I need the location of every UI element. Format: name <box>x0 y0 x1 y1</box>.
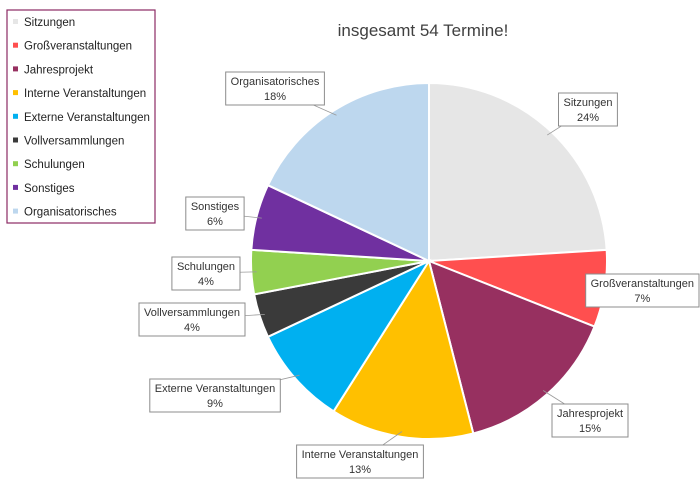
legend-entry-schulungen: Schulungen <box>24 159 85 171</box>
legend-swatch-interne-veranstaltungen <box>13 90 18 96</box>
callout-box-grossveranstaltungen <box>585 273 700 308</box>
pie-slice-externe-veranstaltungen <box>266 258 432 413</box>
legend-swatch-sitzungen <box>13 19 18 24</box>
data-label-sitzungen: 24% <box>577 112 599 124</box>
callout-grossveranstaltungen: Großveranstaltungen 7% <box>585 273 700 308</box>
legend-entry-organisatorisches: Organisatorisches <box>24 207 117 219</box>
callout-box-externe-veranstaltungen <box>149 378 281 413</box>
pie-slice-sitzungen <box>428 81 608 263</box>
callout-interne-veranstaltungen: Interne Veranstaltungen 13% <box>296 431 424 479</box>
callout-category-vollversammlungen: Vollversammlungen <box>144 307 240 319</box>
legend-entry-vollversammlungen: Vollversammlungen <box>24 136 124 148</box>
callout-category-grossveranstaltungen: Großveranstaltungen <box>591 278 694 290</box>
callout-externe-veranstaltungen: Externe Veranstaltungen 9% <box>149 374 300 413</box>
callout-category-sonstiges: Sonstiges <box>191 201 240 213</box>
legend-entry-interne-veranstaltungen: Interne Veranstaltungen <box>24 88 146 100</box>
pie-slice-organisatorisches <box>266 81 430 263</box>
legend: Sitzungen Großveranstaltungen Jahresprojek… <box>6 9 156 224</box>
pie-slice-jahresprojekt <box>427 259 596 435</box>
legend-swatch-vollversammlungen <box>13 137 18 143</box>
chart-title: insgesamt 54 Termine! <box>338 21 509 40</box>
legend-entry-externe-veranstaltungen: Externe Veranstaltungen <box>24 112 150 124</box>
callout-category-schulungen: Schulungen <box>177 261 235 273</box>
callout-box-jahresprojekt <box>551 403 629 438</box>
legend-swatch-sonstiges <box>13 184 18 190</box>
pie-slices <box>250 81 608 440</box>
data-label-schulungen: 4% <box>198 276 214 288</box>
callout-category-jahresprojekt: Jahresprojekt <box>557 408 623 420</box>
legend-swatch-schulungen <box>13 161 18 167</box>
callout-category-organisatorisches: Organisatorisches <box>231 76 320 88</box>
callout-jahresprojekt: Jahresprojekt 15% <box>542 390 629 438</box>
callout-box-interne-veranstaltungen <box>296 444 424 479</box>
pie-slice-interne-veranstaltungen <box>332 258 475 440</box>
callout-box-sitzungen <box>558 92 618 127</box>
legend-frame <box>6 9 156 224</box>
callout-vollversammlungen: Vollversammlungen 4% <box>138 302 265 337</box>
callout-category-sitzungen: Sitzungen <box>564 97 613 109</box>
callout-category-externe-veranstaltungen: Externe Veranstaltungen <box>155 383 275 395</box>
data-label-jahresprojekt: 15% <box>579 423 601 435</box>
callout-organisatorisches: Organisatorisches 18% <box>225 71 337 116</box>
legend-entry-jahresprojekt: Jahresprojekt <box>24 64 94 76</box>
callout-schulungen: Schulungen 4% <box>171 256 257 291</box>
callout-box-organisatorisches <box>225 71 325 106</box>
callout-box-sonstiges <box>185 196 245 231</box>
callout-box-schulungen <box>171 256 241 291</box>
data-label-interne-veranstaltungen: 13% <box>349 464 371 476</box>
legend-swatch-organisatorisches <box>13 208 18 214</box>
legend-entry-sonstiges: Sonstiges <box>24 183 75 195</box>
legend-entry-sitzungen: Sitzungen <box>24 17 75 29</box>
callout-category-interne-veranstaltungen: Interne Veranstaltungen <box>302 449 419 461</box>
callout-box-vollversammlungen <box>138 302 246 337</box>
legend-swatch-jahresprojekt <box>13 66 18 72</box>
data-label-organisatorisches: 18% <box>264 91 286 103</box>
data-label-externe-veranstaltungen: 9% <box>207 398 223 410</box>
data-label-vollversammlungen: 4% <box>184 322 200 334</box>
legend-swatch-externe-veranstaltungen <box>13 113 18 119</box>
callout-sitzungen: Sitzungen 24% <box>546 92 618 136</box>
legend-swatch-grossveranstaltungen <box>13 42 18 48</box>
callout-sonstiges: Sonstiges 6% <box>185 196 262 231</box>
data-label-sonstiges: 6% <box>207 216 223 228</box>
data-callouts: Sitzungen 24% Großveranstaltungen 7% Jahresp… <box>138 71 700 479</box>
data-label-grossveranstaltungen: 7% <box>634 293 650 305</box>
legend-entry-grossveranstaltungen: Großveranstaltungen <box>24 41 132 53</box>
